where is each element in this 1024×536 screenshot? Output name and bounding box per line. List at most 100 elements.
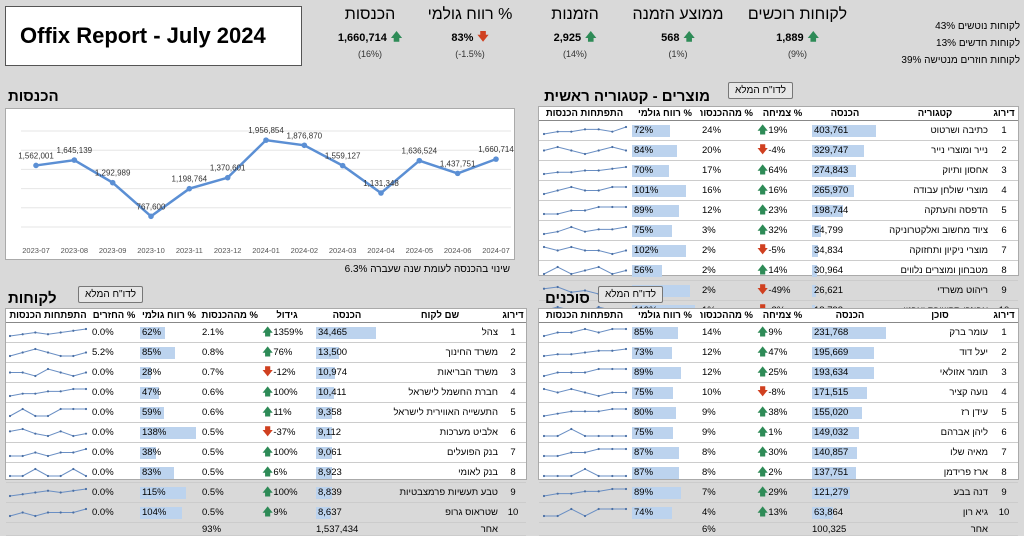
data-point <box>263 137 269 143</box>
table-row[interactable]: 4 חברת החשמל לישראל 10,411 🡅100% 0.6% 47% 0.0% <box>6 382 526 403</box>
table-row[interactable]: 1 עומר ברק 231,768 🡅9% 14% 85% <box>539 322 1018 343</box>
returns-share: 0.0% <box>90 462 138 483</box>
x-tick-label: 2023-12 <box>214 246 242 255</box>
gross-margin-bar <box>632 124 670 137</box>
rank: 3 <box>500 362 526 383</box>
revenue-share: 16% <box>700 180 755 201</box>
revenue-share: 12% <box>700 342 755 363</box>
column-header[interactable]: שם לקוח <box>380 309 500 323</box>
table-row[interactable]: 9 טבע תעשיות פרמצבטיות 8,839 🡅100% 0.5% 115% 0… <box>6 482 526 503</box>
table-row[interactable]: 6 ציוד מחשוב ואלקטרוניקה 54,799 🡅32% 3% 75% <box>539 220 1018 241</box>
growth-value: 1% <box>768 427 783 438</box>
table-row[interactable]: 6 ליהן אברהם 149,032 🡅1% 9% 75% <box>539 422 1018 443</box>
column-header[interactable]: התפתחות הכנסות <box>6 309 90 323</box>
column-header[interactable]: הכנסה <box>314 309 380 323</box>
table-row[interactable]: 8 בנק לאומי 8,923 🡅6% 0.5% 83% 0.0% <box>6 462 526 483</box>
revenue-bar <box>812 326 886 339</box>
table-row[interactable]: 1 כתיבה ושרטוט 403,761 🡅19% 24% 72% <box>539 120 1018 141</box>
column-header[interactable]: קטגוריה <box>880 107 990 121</box>
sparkline-point <box>611 252 614 256</box>
table-row[interactable]: 8 מטבחון ומוצרים נלווים 30,964 🡅14% 2% 56% <box>539 260 1018 281</box>
arrow-up-icon: 🡅 <box>757 224 769 236</box>
returns-share: 0.0% <box>90 442 138 463</box>
sparkline <box>542 165 628 176</box>
sparkline-point <box>59 371 62 374</box>
table-row[interactable]: 2 משרד החינוך 13,500 🡅76% 0.8% 85% 5.2% <box>6 342 526 363</box>
table-row[interactable]: 2 נייר ומוצרי נייר 329,747 🡇-4% 20% 84% <box>539 140 1018 161</box>
sparkline-point <box>570 427 573 431</box>
gross-margin-cell: 83% <box>138 462 200 483</box>
table-row[interactable]: 6 אלביט מערכות 9,112 🡇-37% 0.5% 138% 0.0% <box>6 422 526 443</box>
column-header[interactable]: % מההכנסות <box>700 107 755 121</box>
growth-cell: 🡅64% <box>755 160 810 181</box>
table-row[interactable]: 4 מוצרי שולחן עבודה 265,970 🡅16% 16% 101% <box>539 180 1018 201</box>
rank: 3 <box>990 362 1018 383</box>
revenue-share: 0.6% <box>200 382 260 403</box>
table-row[interactable]: 4 נועה קציר 171,515 🡇-8% 10% 75% <box>539 382 1018 403</box>
growth-cell: 🡅14% <box>755 260 810 281</box>
kpi-value: 1,660,714 <box>337 31 387 44</box>
agents-full-report-button[interactable]: לדו"ח המלא <box>598 286 664 303</box>
revenue-cell: 195,669 <box>810 342 890 363</box>
column-header[interactable]: % רווח גולמי <box>138 309 200 323</box>
sparkline-point <box>59 407 62 411</box>
column-header[interactable]: % מההכנסות <box>200 309 260 323</box>
rank: 8 <box>500 462 526 483</box>
column-header[interactable]: % מההכנסות <box>700 309 755 323</box>
table-row[interactable]: 7 בנק הפועלים 9,061 🡅100% 0.5% 38% 0.0% <box>6 442 526 463</box>
column-header[interactable]: הכנסה <box>810 107 880 121</box>
column-header[interactable]: גידול <box>260 309 314 323</box>
agent-name: גיא רון <box>890 502 990 523</box>
table-row[interactable]: 7 מוצרי ניקיון ותחזוקה 34,834 🡇-5% 2% 102% <box>539 240 1018 261</box>
sparkline-point <box>84 447 88 451</box>
column-header[interactable]: סוכן <box>890 309 990 323</box>
arrow-up-icon: 🡅 <box>757 326 769 338</box>
column-header[interactable]: דירוג <box>990 107 1018 121</box>
data-label: 1,956,854 <box>248 126 284 135</box>
revenue-value: 155,020 <box>814 406 849 418</box>
column-header[interactable]: דירוג <box>990 309 1018 323</box>
table-row[interactable]: 3 משרד הבריאות 10,974 🡇-12% 0.7% 28% 0.0% <box>6 362 526 383</box>
sparkline-point <box>46 390 50 393</box>
customer-name: משרד החינוך <box>380 342 500 363</box>
arrow-down-icon: 🡇 <box>262 366 274 378</box>
sparkline-cell <box>6 322 90 343</box>
gross-margin-value: 85% <box>142 346 162 358</box>
table-row[interactable]: 10 גיא רון 63,864 🡅13% 4% 74% <box>539 502 1018 523</box>
x-tick-label: 2024-03 <box>329 246 357 255</box>
column-header[interactable]: הכנסה <box>810 309 890 323</box>
table-row[interactable]: 5 הדפסה והעתקה 198,744 🡅23% 12% 89% <box>539 200 1018 221</box>
customers-full-report-button[interactable]: לדו"ח המלא <box>78 286 144 303</box>
table-row[interactable]: 5 התעשייה האווירית לישראל 9,358 🡅11% 0.6% 59%… <box>6 402 526 423</box>
sparkline-point <box>570 171 573 174</box>
sparkline-point <box>59 491 62 494</box>
sparkline-point <box>34 414 37 418</box>
table-row[interactable]: 1 צהל 34,465 🡅1359% 2.1% 62% 0.0% <box>6 322 526 343</box>
table-row[interactable]: 3 תומר אזולאי 193,634 🡅25% 12% 89% <box>539 362 1018 383</box>
sparkline-point <box>556 353 559 356</box>
column-header[interactable]: % צמיחה <box>755 107 810 121</box>
table-row[interactable]: 9 דנה בבע 121,279 🡅29% 7% 89% <box>539 482 1018 503</box>
sparkline-point <box>21 392 24 395</box>
sparkline-point <box>542 334 546 338</box>
rank: 2 <box>990 140 1018 161</box>
table-row[interactable]: 3 אחסון ותיוק 274,843 🡅64% 17% 70% <box>539 160 1018 181</box>
agent-name: תומר אזולאי <box>890 362 990 383</box>
table-row[interactable]: 7 מאיה שלו 140,857 🡅30% 8% 87% <box>539 442 1018 463</box>
column-header[interactable]: % צמיחה <box>755 309 810 323</box>
table-row[interactable]: 2 יעל דוד 195,669 🡅47% 12% 73% <box>539 342 1018 363</box>
column-header[interactable]: התפתחות הכנסות <box>539 107 630 121</box>
table-row[interactable]: 5 עידן רז 155,020 🡅38% 9% 80% <box>539 402 1018 423</box>
growth-value: -12% <box>273 367 296 378</box>
column-header[interactable]: התפתחות הכנסות <box>539 309 630 323</box>
gross-margin-cell: 87% <box>630 462 700 483</box>
column-header[interactable]: דירוג <box>500 309 526 323</box>
column-header[interactable]: % רווח גולמי <box>630 309 700 323</box>
table-row[interactable]: 8 ארז פרידמן 137,751 🡅2% 8% 87% <box>539 462 1018 483</box>
other-row: אחר 100,325 6% <box>539 522 1018 536</box>
column-header[interactable]: % רווח גולמי <box>630 107 700 121</box>
table-row[interactable]: 10 שטראוס גרופ 8,637 🡅9% 0.5% 104% 0.0% <box>6 502 526 523</box>
column-header[interactable]: % החזרים <box>90 309 138 323</box>
products-full-report-button[interactable]: לדו"ח המלא <box>728 82 794 99</box>
sparkline-point <box>59 354 62 358</box>
